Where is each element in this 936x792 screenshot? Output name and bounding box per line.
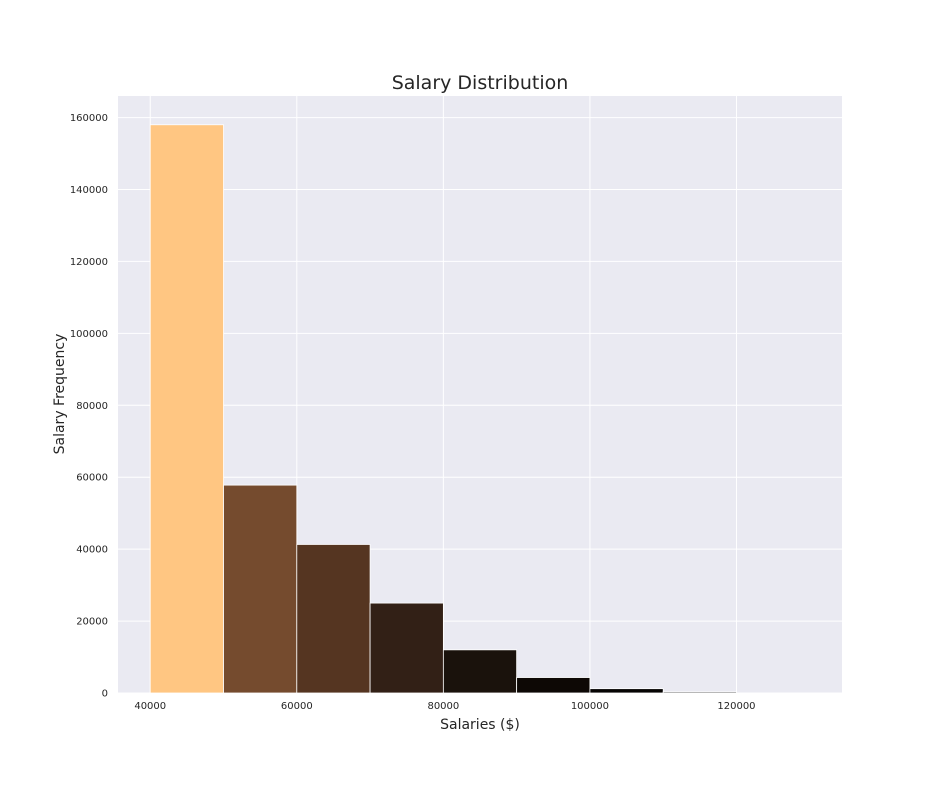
- y-tick-label: 40000: [76, 545, 108, 556]
- histogram-bar: [516, 677, 591, 694]
- y-tick-label: 20000: [76, 617, 108, 628]
- y-tick-label: 80000: [76, 401, 108, 412]
- y-tick-label: 120000: [70, 257, 108, 268]
- histogram-bar: [296, 544, 371, 694]
- x-tick-label: 60000: [281, 701, 313, 712]
- histogram-bar: [662, 691, 737, 694]
- y-tick-label: 140000: [70, 185, 108, 196]
- histogram-bar: [369, 602, 444, 694]
- x-tick-labels: 40000 60000 80000 100000 120000: [134, 701, 755, 712]
- x-tick-label: 80000: [427, 701, 459, 712]
- y-tick-label: 0: [102, 689, 108, 700]
- x-axis-title: Salaries ($): [440, 717, 520, 733]
- y-tick-label: 100000: [70, 329, 108, 340]
- x-tick-label: 40000: [134, 701, 166, 712]
- y-tick-labels: 0 20000 40000 60000 80000 100000 120000 140000 1…: [70, 113, 108, 699]
- histogram-bar: [223, 484, 298, 694]
- x-tick-label: 120000: [717, 701, 755, 712]
- x-tick-label: 100000: [571, 701, 609, 712]
- histogram-bar: [442, 649, 518, 694]
- histogram-bar: [589, 688, 664, 694]
- y-tick-label: 160000: [70, 113, 108, 124]
- histogram-bar: [149, 124, 224, 694]
- histogram-bars: [149, 124, 737, 694]
- y-axis-title: Salary Frequency: [52, 334, 68, 455]
- chart-title: Salary Distribution: [392, 72, 569, 94]
- y-tick-label: 60000: [76, 473, 108, 484]
